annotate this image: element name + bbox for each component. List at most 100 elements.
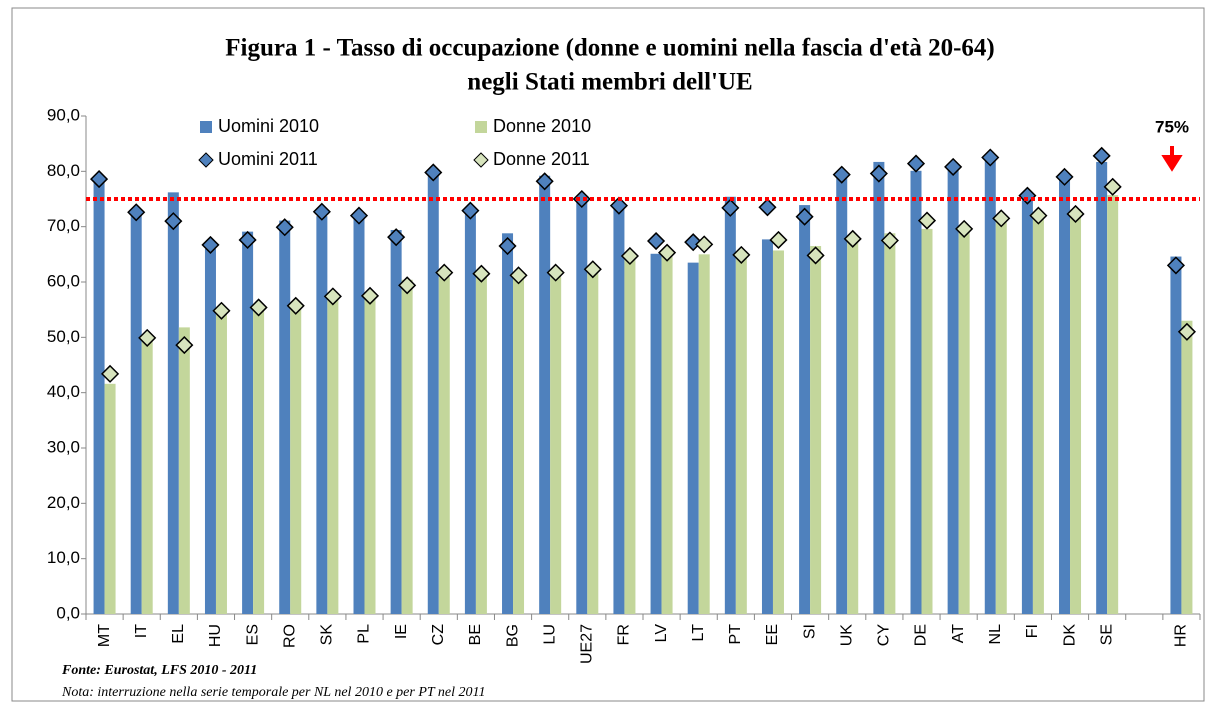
y-tick-label: 20,0 xyxy=(47,493,80,512)
diamond xyxy=(212,301,231,320)
bar xyxy=(438,277,450,614)
target-label: 75% xyxy=(1155,117,1189,136)
bar xyxy=(576,198,588,615)
diamond xyxy=(869,164,888,183)
diamond xyxy=(349,206,369,225)
bar xyxy=(661,254,673,615)
y-tick-label: 50,0 xyxy=(47,327,80,346)
bar xyxy=(1032,218,1044,614)
bar xyxy=(587,270,599,614)
diamond xyxy=(955,219,974,238)
x-tick-label: SK xyxy=(319,624,336,646)
x-tick-label: LU xyxy=(541,624,558,644)
diamond xyxy=(769,230,788,250)
legend-label: Donne 2011 xyxy=(493,149,590,169)
x-tick-label: LT xyxy=(690,624,707,642)
diamond xyxy=(461,201,480,220)
diamond xyxy=(1029,206,1048,225)
bar xyxy=(613,206,625,614)
diamond xyxy=(583,260,602,279)
bar xyxy=(698,254,710,615)
x-tick-label: CY xyxy=(876,624,893,647)
bar xyxy=(242,231,254,614)
diamond xyxy=(238,230,257,250)
bar xyxy=(1107,195,1119,615)
diamond xyxy=(138,328,157,347)
x-tick-label: SE xyxy=(1098,624,1115,645)
source: Fonte: Eurostat, LFS 2010 - 2011 xyxy=(61,663,257,678)
diamond xyxy=(435,263,454,282)
bar xyxy=(687,262,699,614)
bar xyxy=(253,305,265,614)
x-tick-label: FI xyxy=(1024,624,1041,638)
diamond xyxy=(472,264,491,283)
diamond xyxy=(535,172,554,191)
diamond xyxy=(721,198,740,217)
legend-swatch xyxy=(473,152,489,168)
diamond xyxy=(101,364,120,383)
y-tick-label: 10,0 xyxy=(47,548,80,567)
bar xyxy=(279,220,291,614)
diamond xyxy=(175,336,194,355)
x-tick-label: MT xyxy=(96,624,113,647)
diamond xyxy=(509,266,528,285)
diamond xyxy=(758,198,777,217)
x-tick-label: LV xyxy=(653,624,670,643)
diamond xyxy=(249,298,268,317)
x-tick-label: SI xyxy=(801,624,818,639)
diamond xyxy=(360,286,380,305)
bar xyxy=(390,229,402,614)
bar xyxy=(1059,176,1071,614)
bar xyxy=(772,250,784,614)
bar xyxy=(650,253,662,614)
diamond xyxy=(1018,186,1037,205)
diamond xyxy=(498,236,517,256)
bar xyxy=(836,175,848,614)
x-tick-label: UK xyxy=(838,624,855,647)
y-tick-label: 30,0 xyxy=(47,437,80,456)
legend-swatch xyxy=(198,152,214,168)
y-tick-label: 0,0 xyxy=(56,603,80,622)
bar xyxy=(290,304,302,614)
bar xyxy=(958,228,970,614)
x-tick-label: PT xyxy=(727,624,744,645)
diamond xyxy=(1092,146,1111,165)
y-tick-label: 40,0 xyxy=(47,382,80,401)
frame xyxy=(11,7,1205,702)
x-tick-label: DE xyxy=(913,624,930,646)
diamond xyxy=(917,211,937,230)
x-tick-label: IE xyxy=(393,624,410,639)
bar xyxy=(353,217,365,614)
diamond xyxy=(1055,167,1074,186)
diamond xyxy=(806,246,825,265)
x-tick-label: FR xyxy=(616,624,633,645)
bar xyxy=(884,233,896,614)
diamond xyxy=(795,207,814,226)
bar xyxy=(921,228,933,614)
diamond xyxy=(1103,177,1122,196)
diamond xyxy=(572,189,591,209)
diamond xyxy=(127,203,146,222)
diamond xyxy=(398,276,417,295)
legend-label: Donne 2010 xyxy=(493,116,591,136)
bar xyxy=(93,181,105,614)
x-tick-label: PL xyxy=(356,624,373,644)
bar xyxy=(910,170,922,614)
diamond xyxy=(424,163,443,182)
bar xyxy=(475,273,487,614)
bar xyxy=(1181,320,1193,614)
bar xyxy=(401,279,413,614)
diamond xyxy=(981,148,1000,167)
bar xyxy=(364,294,376,614)
y-tick-label: 70,0 xyxy=(47,216,80,235)
bar xyxy=(539,175,551,614)
chart-title: Figura 1 - Tasso di occupazione (donne e… xyxy=(225,35,994,62)
bar xyxy=(550,270,562,614)
bar xyxy=(104,383,116,614)
bar xyxy=(178,327,190,614)
x-tick-label: HU xyxy=(207,624,224,647)
bar xyxy=(799,205,811,614)
x-tick-label: EL xyxy=(170,624,187,644)
diamond xyxy=(1066,204,1085,224)
diamond xyxy=(323,287,342,306)
